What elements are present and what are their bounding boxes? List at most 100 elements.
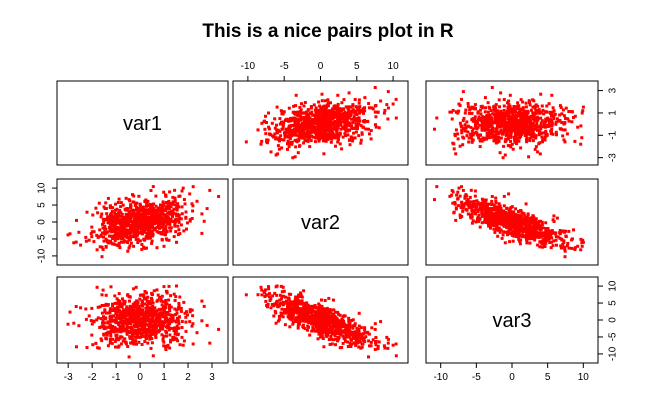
- data-point: [167, 207, 171, 211]
- data-point: [533, 104, 537, 108]
- data-point: [87, 238, 91, 242]
- data-point: [174, 313, 177, 317]
- data-point: [68, 310, 72, 314]
- data-point: [539, 124, 543, 128]
- data-point: [550, 236, 554, 240]
- data-point: [158, 314, 162, 318]
- data-point: [109, 216, 113, 220]
- data-point: [304, 110, 308, 114]
- data-point: [175, 337, 179, 341]
- data-point: [454, 152, 458, 156]
- data-point: [453, 201, 457, 204]
- data-point: [533, 106, 537, 110]
- data-point: [524, 115, 528, 119]
- data-point: [542, 137, 546, 141]
- data-point: [517, 104, 521, 108]
- data-point: [132, 323, 136, 327]
- data-point: [338, 107, 342, 111]
- data-point: [119, 319, 123, 322]
- data-point: [118, 219, 122, 223]
- data-point: [490, 130, 494, 134]
- data-point: [142, 313, 146, 316]
- data-point: [498, 209, 502, 212]
- data-point: [502, 131, 506, 134]
- data-point: [143, 331, 147, 335]
- data-point: [559, 246, 563, 250]
- data-point: [546, 116, 550, 120]
- data-point: [163, 220, 167, 224]
- data-point: [140, 206, 144, 210]
- data-point: [478, 217, 482, 221]
- data-point: [347, 91, 351, 95]
- data-point: [169, 305, 173, 309]
- data-point: [164, 193, 168, 197]
- data-point: [324, 131, 328, 134]
- data-point: [168, 322, 171, 326]
- data-point: [100, 304, 104, 307]
- data-point: [462, 204, 466, 208]
- data-point: [517, 213, 521, 217]
- data-point: [528, 139, 532, 143]
- data-point: [164, 227, 168, 231]
- data-point: [90, 333, 94, 337]
- data-point: [303, 327, 307, 331]
- data-point: [191, 209, 195, 213]
- data-point: [454, 110, 458, 114]
- data-point: [518, 136, 521, 140]
- data-point: [288, 135, 292, 139]
- data-point: [314, 117, 317, 121]
- data-point: [357, 345, 361, 349]
- data-point: [172, 329, 176, 333]
- data-point: [125, 207, 129, 210]
- data-point: [320, 298, 323, 302]
- data-point: [357, 122, 361, 126]
- data-point: [487, 224, 491, 228]
- data-point: [502, 217, 506, 221]
- data-point: [507, 232, 511, 236]
- data-point: [467, 136, 471, 140]
- data-point: [135, 309, 139, 313]
- data-point: [524, 101, 528, 105]
- data-point: [317, 124, 321, 127]
- data-point: [138, 297, 142, 301]
- data-point: [508, 109, 512, 113]
- data-point: [134, 322, 138, 326]
- data-point: [280, 294, 284, 298]
- data-point: [334, 310, 337, 314]
- data-point: [534, 145, 538, 149]
- data-point: [536, 243, 540, 247]
- data-point: [244, 293, 248, 297]
- data-point: [98, 305, 102, 309]
- data-point: [502, 108, 506, 112]
- data-point: [121, 203, 125, 207]
- data-point: [492, 208, 496, 212]
- data-point: [499, 118, 503, 122]
- data-point: [527, 128, 531, 132]
- data-point: [85, 346, 89, 349]
- data-point: [116, 314, 120, 317]
- data-point: [179, 306, 183, 310]
- data-point: [480, 128, 484, 132]
- data-point: [337, 112, 341, 116]
- data-point: [457, 204, 461, 208]
- data-point: [105, 217, 109, 221]
- data-point: [162, 202, 166, 206]
- data-point: [509, 145, 513, 149]
- data-point: [338, 142, 342, 146]
- data-point: [68, 232, 72, 236]
- data-point: [150, 332, 154, 336]
- data-point: [162, 228, 166, 232]
- data-point: [344, 105, 348, 109]
- data-point: [353, 322, 357, 326]
- data-point: [174, 220, 177, 224]
- data-point: [96, 346, 100, 350]
- data-point: [135, 335, 139, 339]
- data-point: [492, 212, 496, 216]
- data-point: [496, 220, 500, 224]
- data-point: [115, 243, 119, 247]
- data-point: [471, 127, 475, 131]
- data-point: [266, 141, 269, 145]
- data-point: [333, 134, 337, 137]
- data-point: [115, 207, 119, 211]
- data-point: [508, 240, 512, 244]
